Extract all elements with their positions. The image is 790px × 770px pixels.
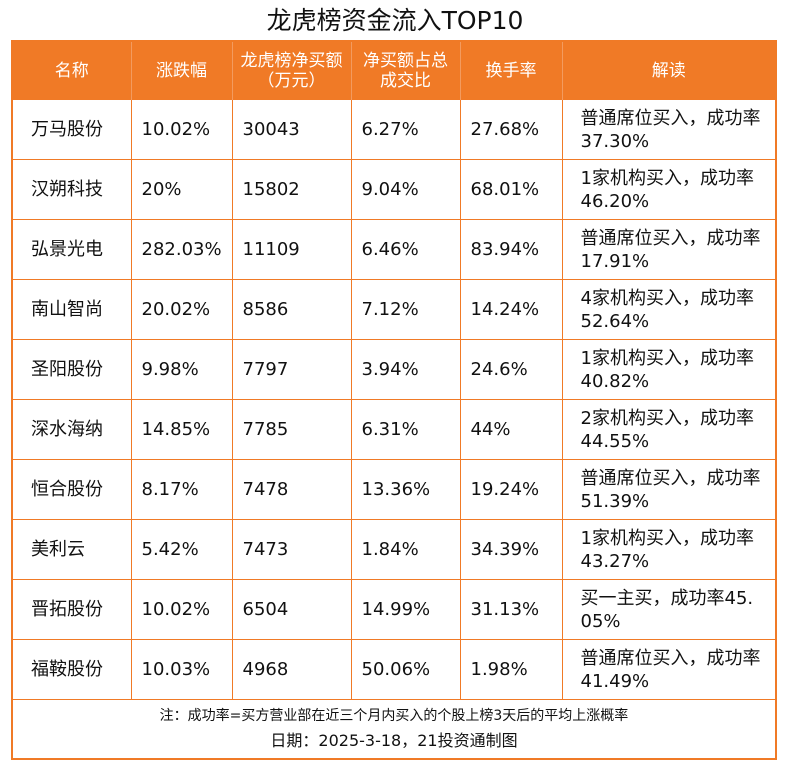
- header-net-ratio: 净买额占总成交比: [351, 42, 461, 100]
- table-header-row: 名称 涨跌幅 龙虎榜净买额（万元） 净买额占总成交比 换手率 解读: [13, 42, 775, 100]
- header-net-buy: 龙虎榜净买额（万元）: [232, 42, 352, 100]
- cell-net-buy: 8586: [232, 279, 352, 340]
- table-row: 圣阳股份 9.98% 7797 3.94% 24.6% 1家机构买入，成功率40…: [13, 339, 775, 400]
- cell-net-ratio: 7.12%: [351, 279, 461, 340]
- cell-interpretation: 4家机构买入，成功率52.64%: [562, 279, 775, 340]
- cell-change: 5.42%: [131, 519, 233, 580]
- table-row: 深水海纳 14.85% 7785 6.31% 44% 2家机构买入，成功率44.…: [13, 399, 775, 460]
- cell-net-ratio: 1.84%: [351, 519, 461, 580]
- cell-name: 美利云: [13, 519, 132, 580]
- cell-net-ratio: 14.99%: [351, 579, 461, 640]
- cell-name: 恒合股份: [13, 459, 132, 520]
- cell-change: 14.85%: [131, 399, 233, 460]
- table-row: 万马股份 10.02% 30043 6.27% 27.68% 普通席位买入，成功…: [13, 100, 775, 160]
- table-row: 美利云 5.42% 7473 1.84% 34.39% 1家机构买入，成功率43…: [13, 519, 775, 580]
- cell-net-buy: 30043: [232, 100, 352, 160]
- cell-interpretation: 普通席位买入，成功率41.49%: [562, 639, 775, 700]
- cell-interpretation: 2家机构买入，成功率44.55%: [562, 399, 775, 460]
- cell-net-ratio: 6.46%: [351, 219, 461, 280]
- cell-net-buy: 7797: [232, 339, 352, 400]
- cell-net-buy: 7473: [232, 519, 352, 580]
- date-credit: 日期：2025-3-18，21投资通制图: [270, 731, 518, 750]
- page-title: 龙虎榜资金流入TOP10: [266, 6, 524, 35]
- cell-turnover: 14.24%: [460, 279, 563, 340]
- cell-name: 圣阳股份: [13, 339, 132, 400]
- cell-net-buy: 6504: [232, 579, 352, 640]
- cell-change: 10.02%: [131, 100, 233, 160]
- cell-net-ratio: 3.94%: [351, 339, 461, 400]
- table-row: 晋拓股份 10.02% 6504 14.99% 31.13% 买一主买，成功率4…: [13, 579, 775, 640]
- cell-net-buy: 11109: [232, 219, 352, 280]
- cell-turnover: 19.24%: [460, 459, 563, 520]
- cell-net-ratio: 6.31%: [351, 399, 461, 460]
- table-body: 万马股份 10.02% 30043 6.27% 27.68% 普通席位买入，成功…: [13, 100, 775, 700]
- cell-interpretation: 普通席位买入，成功率51.39%: [562, 459, 775, 520]
- cell-change: 20.02%: [131, 279, 233, 340]
- cell-name: 南山智尚: [13, 279, 132, 340]
- cell-name: 晋拓股份: [13, 579, 132, 640]
- footnote: 注：成功率=买方营业部在近三个月内买入的个股上榜3天后的平均上涨概率: [159, 708, 629, 724]
- cell-turnover: 83.94%: [460, 219, 563, 280]
- cell-name: 深水海纳: [13, 399, 132, 460]
- cell-interpretation: 买一主买，成功率45.05%: [562, 579, 775, 640]
- cell-turnover: 44%: [460, 399, 563, 460]
- table-row: 福鞍股份 10.03% 4968 50.06% 1.98% 普通席位买入，成功率…: [13, 639, 775, 700]
- cell-turnover: 24.6%: [460, 339, 563, 400]
- cell-change: 10.02%: [131, 579, 233, 640]
- inflow-table: 名称 涨跌幅 龙虎榜净买额（万元） 净买额占总成交比 换手率 解读 万马股份 1…: [13, 42, 775, 700]
- table-row: 弘景光电 282.03% 11109 6.46% 83.94% 普通席位买入，成…: [13, 219, 775, 280]
- cell-net-ratio: 9.04%: [351, 159, 461, 220]
- cell-net-buy: 15802: [232, 159, 352, 220]
- cell-turnover: 1.98%: [460, 639, 563, 700]
- table-row: 南山智尚 20.02% 8586 7.12% 14.24% 4家机构买入，成功率…: [13, 279, 775, 340]
- cell-change: 8.17%: [131, 459, 233, 520]
- cell-change: 20%: [131, 159, 233, 220]
- table-row: 汉朔科技 20% 15802 9.04% 68.01% 1家机构买入，成功率46…: [13, 159, 775, 220]
- cell-turnover: 31.13%: [460, 579, 563, 640]
- cell-net-buy: 7785: [232, 399, 352, 460]
- header-turnover: 换手率: [460, 42, 563, 100]
- cell-turnover: 34.39%: [460, 519, 563, 580]
- header-change: 涨跌幅: [131, 42, 233, 100]
- cell-net-ratio: 50.06%: [351, 639, 461, 700]
- cell-interpretation: 普通席位买入，成功率17.91%: [562, 219, 775, 280]
- cell-change: 282.03%: [131, 219, 233, 280]
- cell-net-ratio: 13.36%: [351, 459, 461, 520]
- cell-change: 9.98%: [131, 339, 233, 400]
- cell-name: 福鞍股份: [13, 639, 132, 700]
- cell-turnover: 68.01%: [460, 159, 563, 220]
- cell-change: 10.03%: [131, 639, 233, 700]
- header-name: 名称: [13, 42, 132, 100]
- cell-name: 弘景光电: [13, 219, 132, 280]
- cell-net-ratio: 6.27%: [351, 100, 461, 160]
- table-row: 恒合股份 8.17% 7478 13.36% 19.24% 普通席位买入，成功率…: [13, 459, 775, 520]
- table-frame: 名称 涨跌幅 龙虎榜净买额（万元） 净买额占总成交比 换手率 解读 万马股份 1…: [11, 40, 777, 760]
- cell-turnover: 27.68%: [460, 100, 563, 160]
- cell-interpretation: 1家机构买入，成功率43.27%: [562, 519, 775, 580]
- header-interpretation: 解读: [562, 42, 775, 100]
- cell-interpretation: 1家机构买入，成功率46.20%: [562, 159, 775, 220]
- cell-name: 汉朔科技: [13, 159, 132, 220]
- cell-name: 万马股份: [13, 100, 132, 160]
- cell-interpretation: 1家机构买入，成功率40.82%: [562, 339, 775, 400]
- cell-interpretation: 普通席位买入，成功率37.30%: [562, 100, 775, 160]
- cell-net-buy: 7478: [232, 459, 352, 520]
- cell-net-buy: 4968: [232, 639, 352, 700]
